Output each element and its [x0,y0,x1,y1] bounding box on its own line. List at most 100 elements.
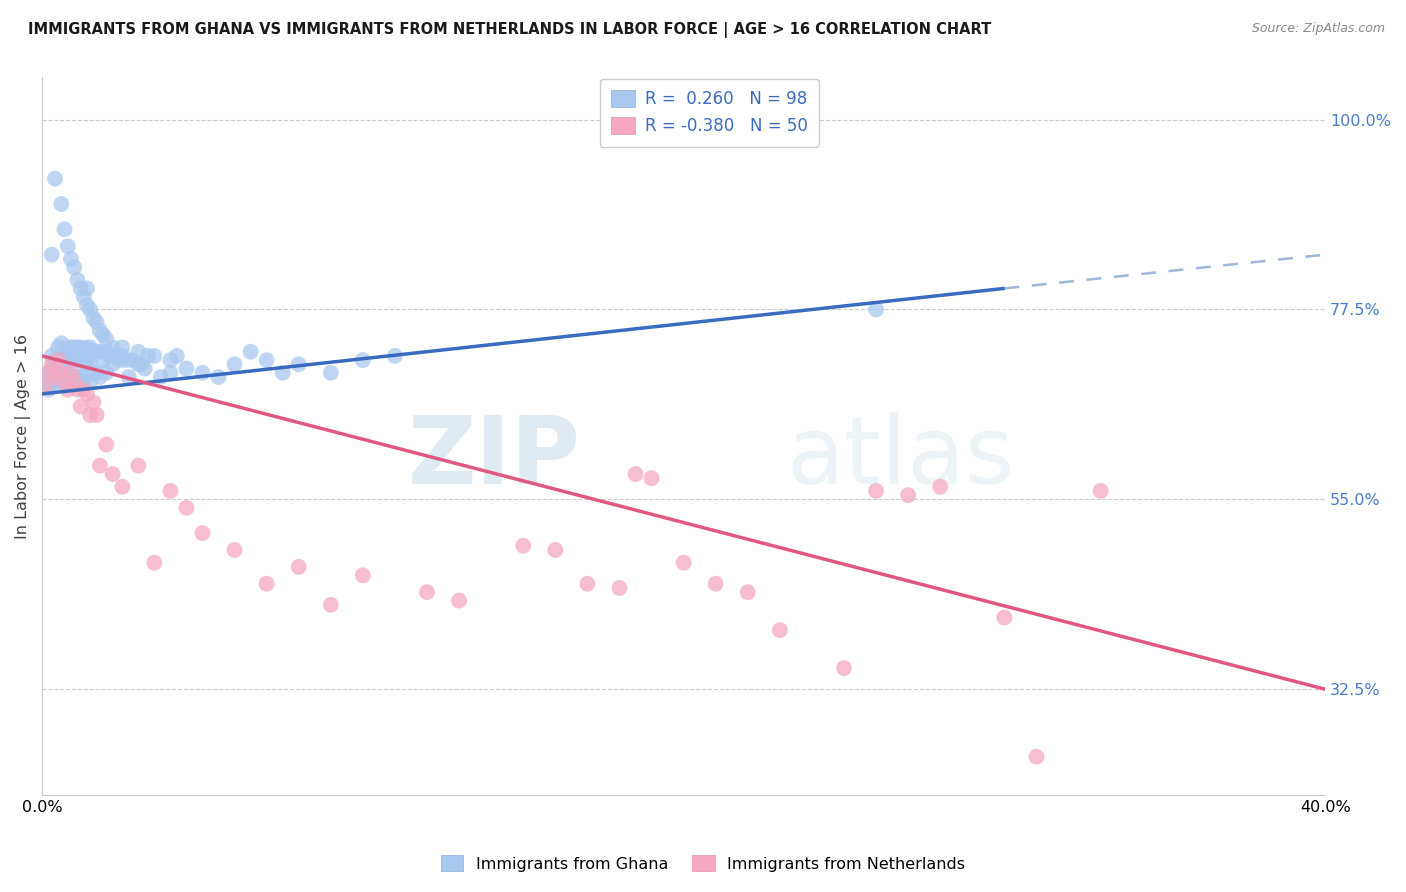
Point [191,526,214,541]
Point [56,383,79,397]
Point [176,361,198,376]
Point [624,467,647,481]
Point [34,378,56,392]
Point [111,480,134,494]
Point [143,349,166,363]
Point [737,585,759,599]
Point [96,437,118,451]
Point [769,623,792,637]
Point [104,349,127,363]
Point [51,197,73,211]
Point [96,332,118,346]
Point [46,341,69,355]
Point [56,357,79,371]
Point [91,327,114,342]
Point [79,341,101,355]
Point [449,593,471,607]
Point [63,353,86,368]
Point [127,357,149,371]
Point [89,344,111,359]
Point [121,353,143,368]
Point [609,581,631,595]
Point [73,344,96,359]
Point [86,408,108,422]
Point [96,366,118,380]
Point [51,336,73,351]
Point [191,366,214,380]
Point [56,239,79,253]
Point [704,576,727,591]
Point [34,378,56,392]
Point [51,370,73,384]
Point [239,344,262,359]
Point [41,357,63,371]
Point [73,357,96,371]
Point [384,349,406,363]
Point [79,302,101,317]
Point [207,370,229,384]
Point [66,370,89,384]
Point [66,353,89,368]
Point [416,585,439,599]
Point [46,353,69,368]
Point [69,400,91,414]
Point [256,576,278,591]
Point [271,366,294,380]
Point [136,349,159,363]
Point [44,353,66,368]
Point [76,341,98,355]
Point [89,370,111,384]
Point [38,366,60,380]
Point [86,315,108,329]
Point [76,357,98,371]
Point [352,353,374,368]
Point [66,383,89,397]
Point [111,341,134,355]
Point [41,247,63,261]
Point [44,370,66,384]
Point [79,408,101,422]
Point [101,467,124,481]
Point [89,324,111,338]
Point [41,361,63,376]
Point [98,349,121,363]
Point [76,298,98,312]
Point [53,378,76,392]
Point [38,366,60,380]
Point [127,458,149,473]
Point [59,366,82,380]
Legend: R =  0.260   N = 98, R = -0.380   N = 50: R = 0.260 N = 98, R = -0.380 N = 50 [599,78,820,146]
Point [159,353,181,368]
Point [544,543,567,558]
Point [993,610,1015,624]
Legend: Immigrants from Ghana, Immigrants from Netherlands: Immigrants from Ghana, Immigrants from N… [433,847,973,880]
Point [53,361,76,376]
Point [131,357,153,371]
Point [69,353,91,368]
Point [91,353,114,368]
Point [159,483,181,498]
Point [319,366,342,380]
Point [46,374,69,388]
Point [73,383,96,397]
Point [63,341,86,355]
Point [59,252,82,266]
Point [82,395,104,409]
Point [1090,483,1112,498]
Point [44,370,66,384]
Text: IMMIGRANTS FROM GHANA VS IMMIGRANTS FROM NETHERLANDS IN LABOR FORCE | AGE > 16 C: IMMIGRANTS FROM GHANA VS IMMIGRANTS FROM… [28,22,991,38]
Point [59,370,82,384]
Point [832,661,855,675]
Point [69,341,91,355]
Point [89,458,111,473]
Point [53,344,76,359]
Point [63,370,86,384]
Point [59,353,82,368]
Point [319,598,342,612]
Point [865,302,887,317]
Point [929,480,952,494]
Point [56,341,79,355]
Point [59,341,82,355]
Y-axis label: In Labor Force | Age > 16: In Labor Force | Age > 16 [15,334,31,539]
Point [56,374,79,388]
